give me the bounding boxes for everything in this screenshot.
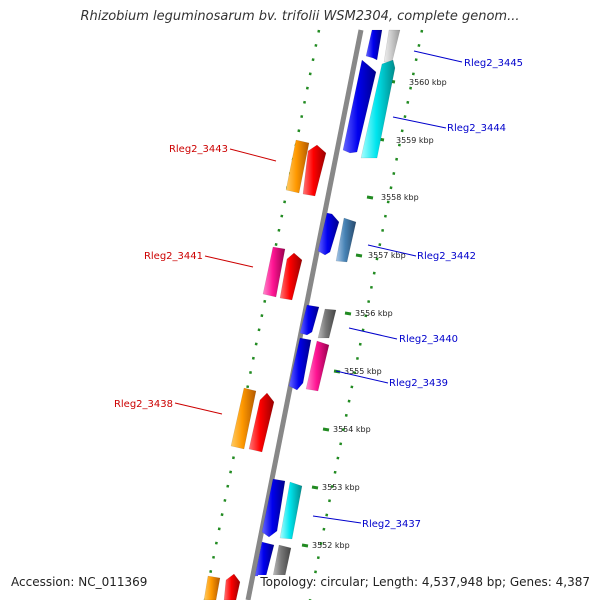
tick-mark bbox=[344, 311, 352, 316]
leader-line bbox=[348, 327, 398, 340]
tick-mark bbox=[322, 427, 330, 432]
gene-arrow-cog bbox=[302, 144, 327, 197]
gene-arrow-cog bbox=[279, 481, 303, 540]
tick-label: 3553 kbp bbox=[322, 483, 360, 492]
gene-arrow-orf bbox=[203, 575, 221, 600]
gene-arrow-orf bbox=[342, 59, 377, 154]
gene-arrow-cog bbox=[335, 217, 357, 263]
gene-arrow-cog bbox=[223, 573, 241, 600]
gene-label: Rleg2_3445 bbox=[464, 58, 523, 69]
gene-arrow-orf bbox=[261, 478, 286, 538]
tick-label: 3557 kbp bbox=[368, 251, 406, 260]
tick-labels: 3552 kbp 3553 kbp 3554 kbp 3555 kbp 3556… bbox=[312, 78, 447, 550]
tick-mark bbox=[301, 543, 309, 548]
gene-arrow-cog bbox=[272, 544, 292, 577]
leader-line bbox=[174, 402, 223, 415]
gene-label: Rleg2_3438 bbox=[114, 399, 173, 410]
gene-label: Rleg2_3442 bbox=[417, 251, 476, 262]
gene-label: Rleg2_3444 bbox=[447, 123, 506, 134]
gene-arrow-cog bbox=[317, 308, 337, 339]
gene-labels: Rleg2_3445 Rleg2_3444 Rleg2_3443 Rleg2_3… bbox=[114, 58, 523, 530]
gene-arrow-cog bbox=[248, 392, 275, 453]
tick-label: 3558 kbp bbox=[381, 193, 419, 202]
tick-label: 3554 kbp bbox=[333, 425, 371, 434]
gene-arrow-orf bbox=[317, 212, 340, 256]
label-leaders bbox=[174, 50, 463, 524]
tick-mark bbox=[311, 485, 319, 490]
gene-label: Rleg2_3437 bbox=[362, 519, 421, 530]
leader-line bbox=[335, 370, 389, 384]
outer-dotted-track bbox=[203, 29, 321, 600]
tick-label: 3555 kbp bbox=[344, 367, 382, 376]
reverse-genes bbox=[203, 139, 327, 600]
leader-line bbox=[413, 50, 463, 63]
tick-mark bbox=[355, 253, 363, 258]
gene-label: Rleg2_3441 bbox=[144, 251, 203, 262]
gene-arrow-orf bbox=[299, 304, 320, 336]
accession-text: Accession: NC_011369 bbox=[9, 575, 150, 589]
tick-label: 3556 kbp bbox=[355, 309, 393, 318]
gene-arrow-orf bbox=[365, 29, 383, 61]
genome-summary-text: Topology: circular; Length: 4,537,948 bp… bbox=[258, 575, 592, 589]
leader-line bbox=[312, 515, 362, 524]
gene-label: Rleg2_3440 bbox=[399, 334, 458, 345]
gene-arrow-cog bbox=[383, 29, 401, 63]
map-title: Rhizobium leguminosarum bv. trifolii WSM… bbox=[80, 9, 520, 24]
gene-arrow-cog bbox=[279, 252, 303, 301]
leader-line bbox=[204, 255, 254, 268]
tick-label: 3559 kbp bbox=[396, 136, 434, 145]
gene-arrow-cog bbox=[360, 59, 396, 159]
leader-line bbox=[392, 116, 447, 129]
inner-dotted-track bbox=[308, 29, 424, 600]
leader-line bbox=[367, 244, 417, 257]
gene-label: Rleg2_3443 bbox=[169, 144, 228, 155]
gene-arrow-orf bbox=[288, 337, 312, 391]
gene-arrow-orf bbox=[230, 387, 257, 450]
gene-arrow-orf bbox=[262, 246, 286, 298]
gene-label: Rleg2_3439 bbox=[389, 378, 448, 389]
tick-label: 3552 kbp bbox=[312, 541, 350, 550]
gene-arrow-cog bbox=[305, 340, 330, 392]
tick-label: 3560 kbp bbox=[409, 78, 447, 87]
tick-mark bbox=[366, 195, 374, 200]
leader-line bbox=[229, 148, 277, 162]
gene-arrow-orf bbox=[285, 139, 310, 194]
forward-genes bbox=[254, 29, 401, 577]
